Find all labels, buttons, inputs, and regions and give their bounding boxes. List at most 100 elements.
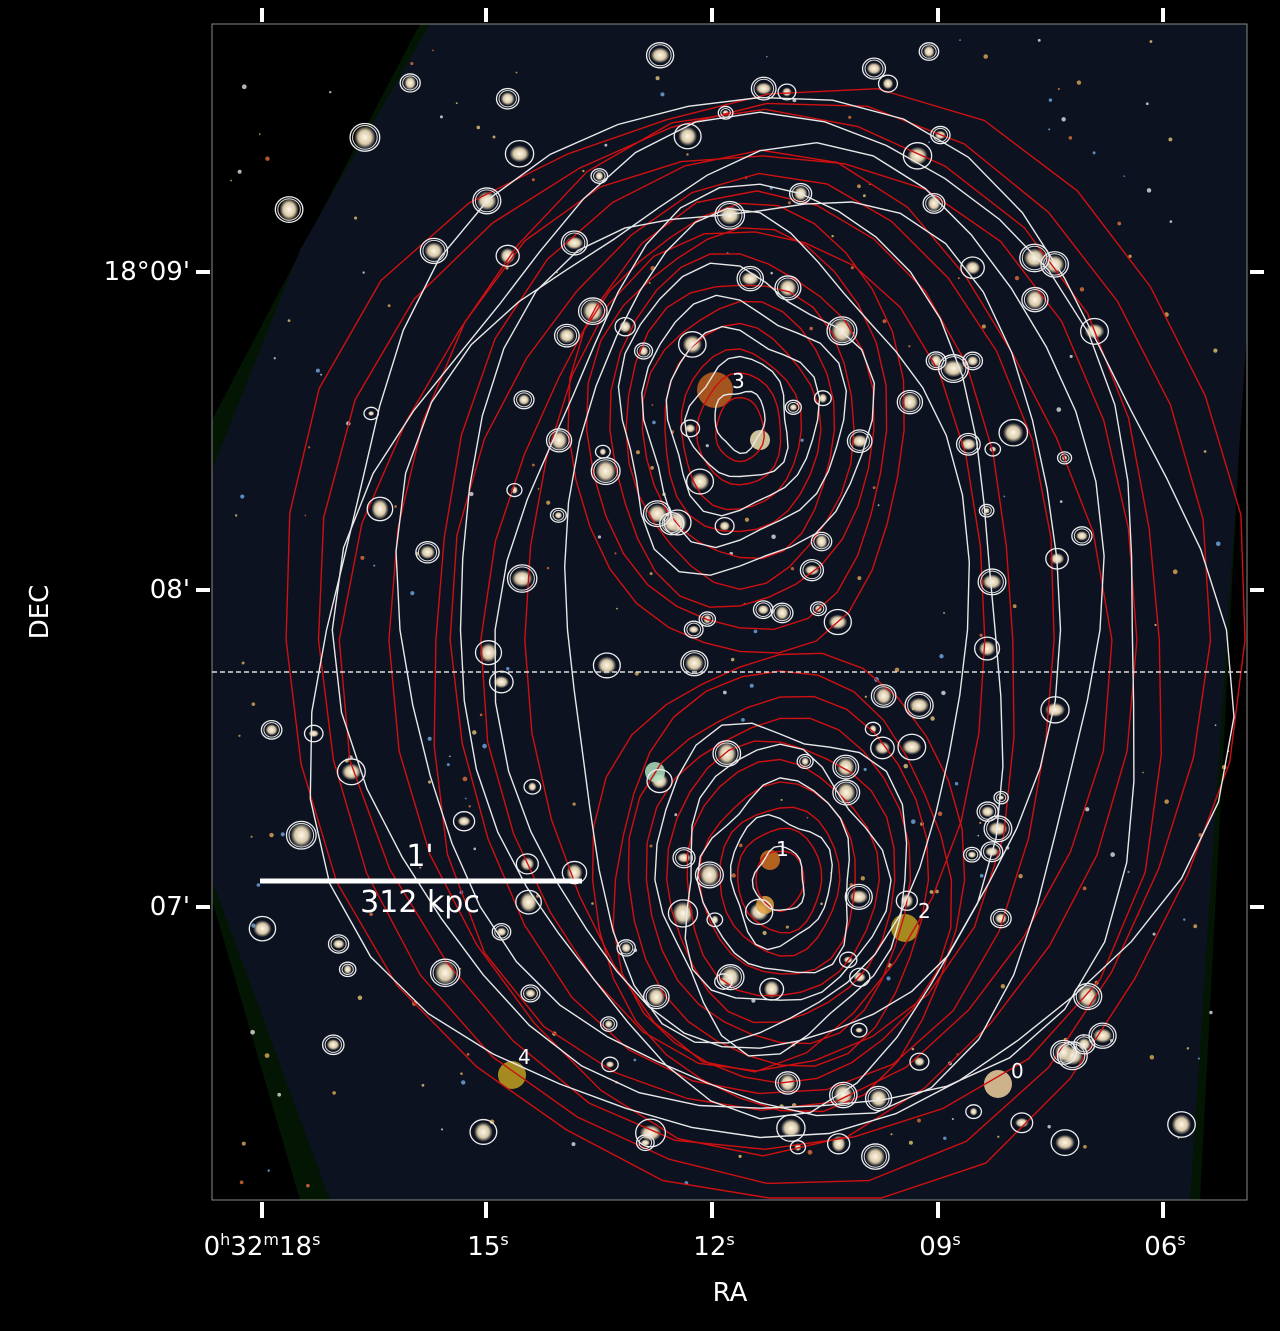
galaxy — [343, 964, 352, 975]
faint-galaxy — [1164, 799, 1169, 804]
faint-galaxy — [460, 1072, 463, 1076]
light-contour — [813, 390, 832, 407]
faint-galaxy — [304, 514, 307, 517]
mass-contour — [591, 652, 966, 1113]
faint-galaxy — [582, 169, 585, 173]
light-contour — [523, 778, 542, 795]
light-contour — [324, 1036, 342, 1053]
light-contour — [826, 316, 858, 346]
faint-galaxy — [1069, 354, 1073, 358]
light-contour — [974, 636, 1001, 661]
light-contour — [338, 961, 357, 978]
light-contour — [633, 342, 654, 360]
light-contour — [635, 1118, 667, 1148]
galaxy — [763, 980, 780, 999]
mass-contour — [686, 758, 881, 997]
faint-galaxy — [660, 92, 665, 97]
light-contour — [714, 200, 746, 230]
light-contour — [849, 967, 871, 988]
faint-galaxy — [572, 802, 576, 806]
light-contour — [549, 507, 567, 523]
faint-galaxy — [652, 420, 656, 425]
y-axis-label: DEC — [25, 584, 55, 640]
faint-galaxy — [1076, 80, 1082, 85]
galaxy — [279, 198, 299, 221]
faint-galaxy — [787, 201, 791, 205]
mass-contour — [736, 827, 823, 934]
galaxy — [663, 514, 680, 533]
faint-galaxy — [1127, 870, 1130, 874]
faint-galaxy — [1047, 1125, 1051, 1129]
light-contour — [867, 1087, 890, 1110]
galaxy — [969, 1107, 978, 1116]
light-contour — [921, 44, 937, 59]
light-contour — [965, 1104, 983, 1120]
faint-galaxy — [440, 1128, 444, 1131]
faint-galaxy — [741, 717, 745, 722]
light-contour — [870, 736, 895, 760]
light-contour — [1090, 1024, 1115, 1047]
light-contour — [590, 457, 621, 486]
light-contour — [1040, 251, 1070, 278]
light-contour — [716, 964, 745, 991]
faint-galaxy — [730, 657, 735, 662]
light-contour — [813, 533, 830, 550]
faint-galaxy — [230, 179, 232, 182]
galaxy — [901, 393, 919, 412]
faint-galaxy — [1056, 407, 1062, 412]
faint-galaxy — [1014, 276, 1020, 281]
light-contour — [1059, 453, 1070, 463]
galaxy — [496, 927, 507, 937]
light-contour — [962, 351, 984, 371]
faint-galaxy — [806, 816, 809, 819]
y-tick-label-09: 18°09' — [103, 257, 190, 287]
light-contour — [309, 96, 1235, 1139]
light-contour — [984, 441, 1002, 457]
faint-galaxy — [241, 84, 247, 90]
faint-galaxy — [1215, 541, 1221, 547]
faint-galaxy — [997, 1135, 1000, 1138]
faint-galaxy — [616, 607, 618, 610]
faint-galaxy — [1214, 724, 1217, 727]
marker-1: 1 — [776, 837, 789, 861]
light-contour — [1080, 317, 1110, 345]
galaxy — [479, 642, 498, 663]
light-contour — [759, 977, 785, 1001]
faint-galaxy — [983, 54, 988, 59]
galaxy — [554, 511, 563, 519]
galaxy — [326, 1039, 340, 1051]
light-contour — [773, 604, 791, 622]
light-contour — [744, 898, 774, 925]
light-contour — [902, 142, 933, 170]
faint-galaxy — [908, 1140, 913, 1145]
faint-galaxy — [862, 194, 866, 198]
faint-galaxy — [957, 277, 960, 280]
faint-galaxy — [446, 763, 450, 767]
y-tick-label-07: 07' — [149, 892, 190, 922]
faint-galaxy — [753, 629, 758, 634]
light-contour — [515, 889, 542, 915]
faint-galaxy — [705, 444, 709, 448]
galaxy — [981, 806, 995, 818]
mass-contour — [641, 300, 836, 560]
faint-galaxy — [1018, 874, 1023, 879]
faint-galaxy — [894, 667, 900, 673]
light-contour — [321, 1034, 345, 1056]
light-contour — [928, 353, 944, 369]
galaxy — [434, 960, 456, 985]
faint-galaxy — [329, 91, 332, 94]
light-contour — [330, 936, 347, 952]
light-contour — [753, 78, 775, 99]
galaxy — [457, 816, 471, 827]
light-contour — [419, 237, 449, 265]
faint-galaxy — [476, 125, 481, 130]
galaxy — [688, 625, 700, 634]
faint-galaxy — [977, 834, 980, 837]
light-contour — [870, 684, 897, 708]
light-contour — [1021, 245, 1048, 271]
light-contour — [452, 811, 476, 832]
galaxy — [1075, 531, 1088, 541]
light-contour — [789, 1140, 807, 1155]
faint-galaxy — [464, 797, 467, 800]
light-contour — [593, 170, 606, 182]
